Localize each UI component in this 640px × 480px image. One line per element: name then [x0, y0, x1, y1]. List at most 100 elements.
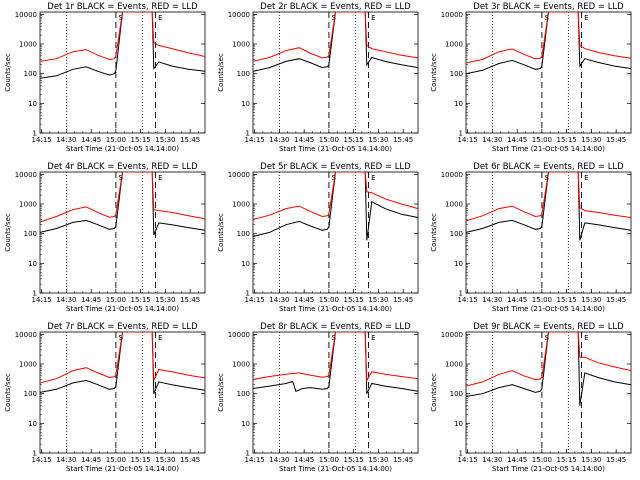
- y-tick-label: 1: [246, 130, 250, 138]
- y-axis-label: Counts/sec: [430, 53, 438, 92]
- x-tick-label: 14:30: [56, 296, 76, 304]
- chart-svg-9: Det 9r BLACK = Events, RED = LLD 1 10 100 10…: [430, 322, 632, 473]
- start-marker-label: S: [332, 14, 337, 22]
- lld-series-line: [466, 12, 631, 64]
- y-axis-label: Counts/sec: [217, 53, 225, 92]
- x-tick-label: 14:30: [269, 136, 289, 144]
- x-tick-label: 15:30: [155, 136, 175, 144]
- x-tick-label: 14:15: [458, 136, 478, 144]
- detector-panel-6: Det 6r BLACK = Events, RED = LLD 1 10 100 10…: [426, 160, 639, 320]
- x-tick-label: 15:00: [319, 296, 339, 304]
- chart-svg-7: Det 7r BLACK = Events, RED = LLD 1 10 100 10…: [4, 322, 206, 473]
- chart-title: Det 3r BLACK = Events, RED = LLD: [473, 2, 624, 12]
- events-series-line: [253, 172, 418, 241]
- x-tick-label: 15:45: [393, 456, 413, 464]
- detector-panel-3: Det 3r BLACK = Events, RED = LLD 1 10 100 10…: [426, 0, 639, 160]
- y-tick-label: 1: [459, 290, 463, 298]
- y-tick-label: 1000: [232, 41, 250, 49]
- y-axis-label: Counts/sec: [4, 213, 12, 252]
- x-tick-label: 15:15: [131, 136, 151, 144]
- chart-title: Det 9r BLACK = Events, RED = LLD: [473, 322, 624, 332]
- events-series-line: [40, 332, 205, 394]
- x-tick-label: 15:30: [368, 136, 388, 144]
- x-tick-label: 14:45: [507, 136, 527, 144]
- y-tick-label: 100: [237, 390, 250, 398]
- start-marker-label: S: [119, 14, 124, 22]
- x-tick-label: 15:00: [532, 456, 552, 464]
- x-tick-label: 15:45: [180, 296, 200, 304]
- start-marker-label: S: [545, 14, 550, 22]
- y-tick-label: 100: [24, 230, 37, 238]
- chart-svg-3: Det 3r BLACK = Events, RED = LLD 1 10 100 10…: [430, 2, 632, 153]
- x-tick-label: 15:00: [319, 136, 339, 144]
- x-tick-label: 14:15: [32, 136, 52, 144]
- x-axis-label: Start Time (21-Oct-05 14:14:00): [279, 305, 392, 313]
- start-marker-label: S: [332, 174, 337, 182]
- x-tick-label: 15:45: [606, 296, 626, 304]
- start-marker-label: S: [119, 334, 124, 342]
- y-tick-label: 10: [241, 420, 250, 428]
- y-tick-label: 10: [28, 420, 37, 428]
- plot-frame: [252, 331, 419, 454]
- chart-svg-8: Det 8r BLACK = Events, RED = LLD 1 10 100 10…: [217, 322, 419, 473]
- x-tick-label: 15:00: [319, 456, 339, 464]
- events-series-line: [253, 332, 418, 394]
- lld-series-line: [40, 172, 205, 223]
- y-tick-label: 10: [28, 260, 37, 268]
- y-tick-label: 10000: [228, 11, 250, 19]
- start-marker-label: S: [119, 174, 124, 182]
- y-tick-label: 10000: [15, 11, 37, 19]
- chart-svg-4: Det 4r BLACK = Events, RED = LLD 1 10 100 10…: [4, 162, 206, 313]
- x-tick-label: 15:30: [368, 456, 388, 464]
- detector-panel-2: Det 2r BLACK = Events, RED = LLD 1 10 100 10…: [213, 0, 426, 160]
- x-tick-label: 15:45: [180, 136, 200, 144]
- y-tick-label: 100: [24, 390, 37, 398]
- y-tick-label: 100: [24, 70, 37, 78]
- plot-frame: [465, 11, 632, 134]
- end-marker-label: E: [371, 334, 375, 342]
- x-tick-label: 15:30: [155, 456, 175, 464]
- y-tick-label: 1: [246, 290, 250, 298]
- y-axis-label: Counts/sec: [430, 373, 438, 412]
- y-tick-label: 1: [459, 450, 463, 458]
- chart-svg-5: Det 5r BLACK = Events, RED = LLD 1 10 100 10…: [217, 162, 419, 313]
- plot-frame: [39, 331, 206, 454]
- plot-frame: [252, 171, 419, 294]
- chart-title: Det 4r BLACK = Events, RED = LLD: [47, 162, 198, 172]
- y-tick-label: 10000: [15, 171, 37, 179]
- start-marker-label: S: [545, 174, 550, 182]
- x-tick-label: 15:15: [344, 296, 364, 304]
- x-tick-label: 15:00: [532, 136, 552, 144]
- y-tick-label: 10: [454, 260, 463, 268]
- x-tick-label: 15:00: [106, 296, 126, 304]
- y-tick-label: 10: [454, 420, 463, 428]
- x-tick-label: 14:15: [245, 136, 265, 144]
- x-tick-label: 14:15: [245, 456, 265, 464]
- x-tick-label: 15:15: [557, 456, 577, 464]
- end-marker-label: E: [584, 174, 588, 182]
- plot-frame: [39, 171, 206, 294]
- y-tick-label: 10000: [441, 171, 463, 179]
- end-marker-label: E: [158, 14, 162, 22]
- x-tick-label: 14:45: [81, 456, 101, 464]
- y-tick-label: 1: [33, 290, 37, 298]
- y-axis-label: Counts/sec: [217, 213, 225, 252]
- detector-panel-1: Det 1r BLACK = Events, RED = LLD 1 10 100 10…: [0, 0, 213, 160]
- chart-title: Det 8r BLACK = Events, RED = LLD: [260, 322, 411, 332]
- lld-series-line: [40, 12, 205, 62]
- y-tick-label: 1: [459, 130, 463, 138]
- end-marker-label: E: [158, 174, 162, 182]
- end-marker-label: E: [371, 14, 375, 22]
- x-tick-label: 15:45: [393, 136, 413, 144]
- x-tick-label: 14:30: [56, 456, 76, 464]
- chart-title: Det 7r BLACK = Events, RED = LLD: [47, 322, 198, 332]
- y-axis-label: Counts/sec: [4, 53, 12, 92]
- plot-frame: [465, 171, 632, 294]
- y-tick-label: 100: [450, 70, 463, 78]
- x-tick-label: 14:30: [269, 296, 289, 304]
- x-axis-label: Start Time (21-Oct-05 14:14:00): [66, 465, 179, 473]
- x-tick-label: 14:45: [81, 296, 101, 304]
- x-tick-label: 14:30: [482, 136, 502, 144]
- detector-panel-9: Det 9r BLACK = Events, RED = LLD 1 10 100 10…: [426, 320, 639, 480]
